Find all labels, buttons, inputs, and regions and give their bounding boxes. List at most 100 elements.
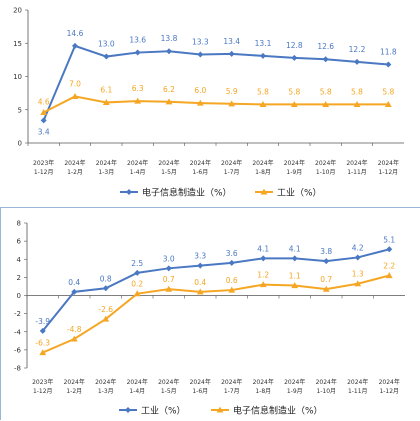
- data-point: [322, 285, 330, 292]
- x-tick-label-period: 1-7月: [224, 388, 240, 395]
- series-line: [42, 44, 389, 121]
- data-point: [354, 280, 362, 287]
- data-label: 13.3: [192, 38, 209, 47]
- y-tick-label: -8: [14, 365, 21, 373]
- data-label: 0.7: [163, 275, 175, 284]
- growth-chart-bottom: -8 -6 -4 -2 0 2 4 6 8 2023年 1-12月 2024年 1-2月 2024年 1-3…: [14, 220, 405, 417]
- x-tick-label-period: 1-12月: [379, 388, 399, 395]
- x-tick-label-period: 1-11月: [347, 169, 367, 176]
- x-tick-label-year: 2024年: [347, 378, 368, 386]
- data-label: 14.6: [67, 29, 84, 38]
- data-point: [165, 265, 172, 272]
- x-tick-label-period: 1-8月: [255, 169, 271, 176]
- data-point: [39, 327, 46, 334]
- data-point: [103, 53, 110, 60]
- data-label: 13.0: [98, 40, 115, 49]
- data-label: 5.8: [257, 87, 269, 96]
- y-tick-label: -6: [14, 346, 22, 354]
- data-label: 0.4: [194, 278, 206, 287]
- data-label: 0.6: [226, 276, 238, 285]
- data-point: [291, 54, 298, 61]
- data-point: [384, 101, 392, 107]
- data-point: [134, 269, 141, 276]
- data-label: 2.2: [383, 262, 395, 271]
- y-tick-label: 0: [17, 292, 21, 300]
- data-point: [165, 285, 173, 292]
- x-tick-label-year: 2024年: [284, 159, 305, 167]
- data-point: [290, 101, 298, 107]
- x-tick-label-year: 2024年: [127, 378, 148, 386]
- data-point: [70, 335, 78, 342]
- data-label: 0.7: [320, 275, 332, 284]
- data-point: [197, 51, 204, 58]
- x-tick-label-year: 2024年: [158, 378, 179, 386]
- data-label: 13.1: [255, 39, 272, 48]
- data-point: [165, 98, 173, 105]
- data-point: [40, 117, 47, 124]
- data-label: 3.4: [38, 127, 50, 136]
- x-tick-label-year: 2024年: [253, 378, 274, 386]
- x-tick-label-period: 1-8月: [255, 388, 271, 395]
- data-label: 1.3: [352, 270, 364, 279]
- y-tick-label: 0: [18, 140, 22, 148]
- data-point: [353, 101, 361, 107]
- data-point: [166, 48, 172, 55]
- data-point: [260, 255, 267, 262]
- data-label: 13.8: [161, 34, 178, 43]
- data-point: [196, 288, 204, 295]
- x-tick-label-period: 1-7月: [224, 169, 240, 176]
- data-point: [102, 99, 110, 105]
- x-tick-label-year: 2024年: [64, 378, 85, 386]
- data-label: 6.1: [100, 85, 112, 94]
- data-label: 5.8: [351, 87, 363, 96]
- data-label: 5.8: [382, 87, 394, 96]
- data-point: [260, 52, 266, 59]
- x-tick-label-period: 1-9月: [287, 388, 303, 395]
- data-label: 6.3: [132, 84, 144, 93]
- data-point: [322, 101, 330, 107]
- x-tick-label-period: 1-6月: [192, 169, 208, 176]
- x-tick-label-year: 2024年: [158, 159, 179, 167]
- x-tick-label-year: 2024年: [252, 159, 273, 167]
- x-tick-label-year: 2023年: [33, 159, 54, 167]
- data-point: [291, 282, 299, 289]
- x-tick-label-year: 2024年: [221, 159, 242, 167]
- data-label: 0.4: [68, 278, 80, 287]
- data-label: -4.8: [67, 325, 82, 334]
- data-label: -3.9: [35, 317, 50, 326]
- x-tick-label-period: 1-3月: [98, 388, 114, 395]
- legend-marker: [260, 188, 268, 195]
- x-tick-label-period: 1-12月: [34, 169, 54, 176]
- y-tick-label: 6: [17, 238, 22, 246]
- data-point: [39, 349, 47, 356]
- data-point: [228, 259, 235, 266]
- y-tick-label: 8: [17, 220, 21, 228]
- x-tick-label-period: 1-5月: [161, 169, 177, 176]
- data-label: 13.6: [129, 36, 146, 45]
- x-tick-label-year: 2024年: [346, 159, 367, 167]
- data-label: 1.1: [289, 272, 301, 281]
- series-line: [41, 248, 390, 332]
- y-tick-label: 5: [18, 106, 22, 114]
- y-tick-label: 4: [17, 256, 22, 264]
- data-label: 5.8: [288, 87, 300, 96]
- data-label: 1.2: [257, 271, 269, 280]
- data-point: [386, 246, 393, 253]
- data-point: [71, 288, 78, 295]
- x-tick-label-period: 1-10月: [316, 169, 336, 176]
- data-point: [228, 286, 236, 293]
- x-tick-label-year: 2024年: [95, 378, 116, 386]
- x-tick-label-year: 2024年: [190, 159, 211, 167]
- y-tick-label: -2: [14, 310, 21, 318]
- data-label: 5.8: [320, 87, 332, 96]
- legend-entry: 工业（%）: [141, 406, 186, 417]
- data-point: [71, 93, 79, 99]
- data-label: 6.0: [194, 86, 206, 95]
- x-tick-label-year: 2024年: [190, 378, 211, 386]
- data-label: 11.8: [380, 48, 397, 57]
- data-label: 4.2: [352, 243, 364, 252]
- legend-entry: 电子信息制造业（%）: [142, 187, 232, 199]
- data-label: 12.2: [349, 45, 366, 54]
- data-label: 4.6: [38, 97, 50, 106]
- data-point: [197, 262, 204, 269]
